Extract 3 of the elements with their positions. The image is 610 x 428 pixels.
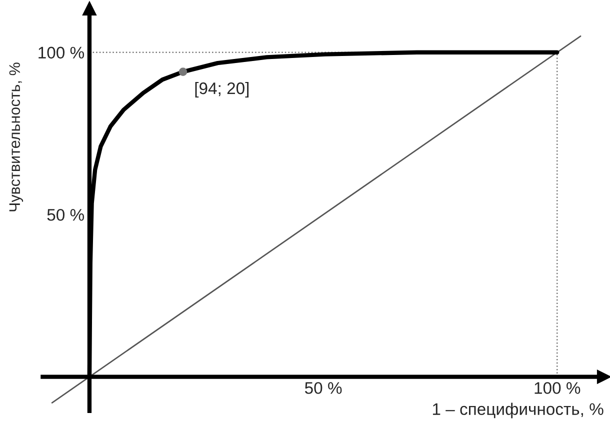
annotation: [94; 20]	[195, 82, 249, 98]
y-axis-title: Чувствительность, %	[9, 62, 24, 212]
x-axis-title: 1 – специфичность, %	[432, 402, 604, 418]
